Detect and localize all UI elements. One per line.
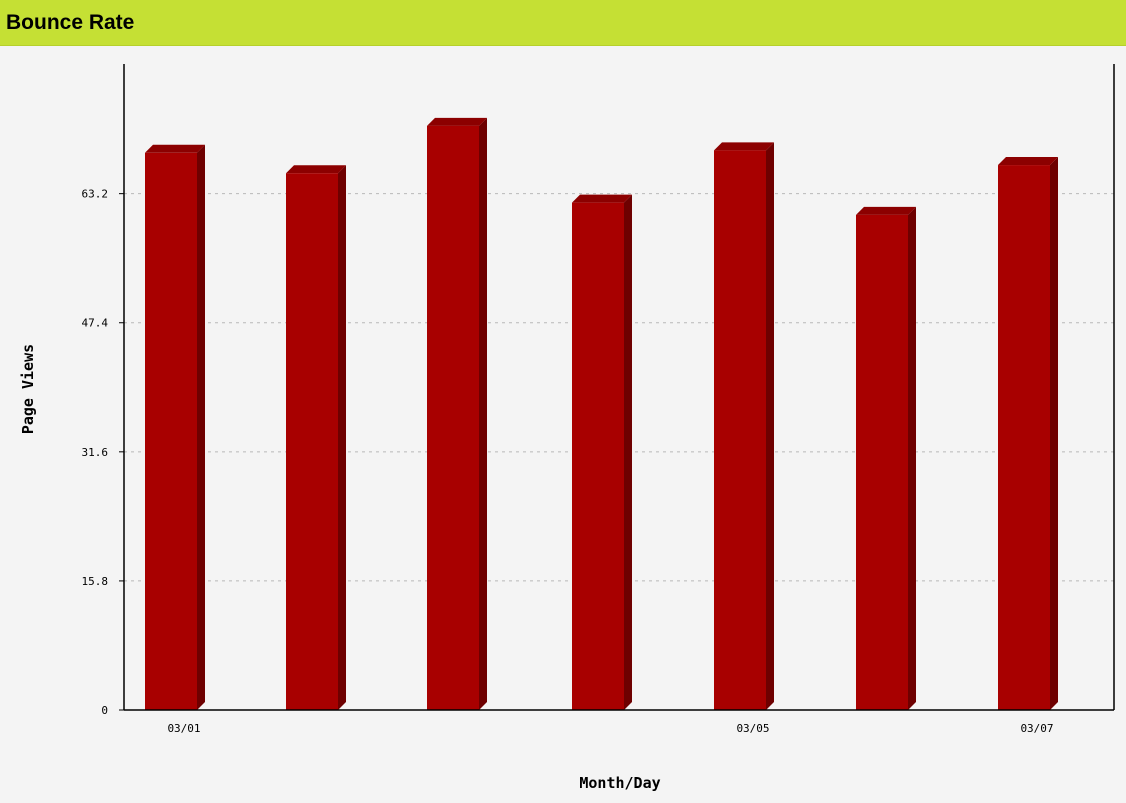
- bar-side: [908, 206, 916, 710]
- x-tick-label: 03/05: [736, 722, 769, 735]
- x-tick-labels: 03/01 03/05 03/07: [167, 722, 1053, 735]
- chart-header: Bounce Rate: [0, 0, 1126, 46]
- bars: [145, 117, 1058, 711]
- bar: [714, 142, 774, 711]
- bar: [286, 165, 346, 710]
- bar: [998, 157, 1058, 710]
- bar-side: [197, 144, 205, 710]
- y-tick-label: 47.4: [82, 317, 109, 330]
- bar-side: [1050, 157, 1058, 710]
- bar-side: [766, 142, 774, 711]
- bar-front: [572, 202, 624, 710]
- x-tick-label: 03/07: [1020, 722, 1053, 735]
- y-tick-label: 31.6: [82, 446, 109, 459]
- x-axis-label: Month/Day: [579, 774, 660, 792]
- y-axis-label: Page Views: [19, 344, 37, 434]
- bar-top: [427, 117, 487, 126]
- bar-side: [624, 194, 632, 710]
- bar-front: [427, 125, 479, 711]
- bar-top: [856, 206, 916, 215]
- bar-side: [479, 117, 487, 711]
- bar-top: [286, 165, 346, 174]
- x-tick-label: 03/01: [167, 722, 200, 735]
- bar-chart: 0 15.8 31.6 47.4 63.2 03/01 03/05 03/07 Month/…: [19, 64, 1115, 792]
- bar: [856, 206, 916, 710]
- bar-top: [572, 194, 632, 203]
- bar-front: [286, 173, 338, 710]
- bar-top: [998, 157, 1058, 166]
- y-tick-label: 63.2: [82, 188, 109, 201]
- bar-front: [714, 150, 766, 711]
- y-tick-label: 15.8: [82, 575, 109, 588]
- bar-top: [714, 142, 774, 151]
- bar-front: [145, 152, 197, 710]
- bar: [145, 144, 205, 710]
- bar-front: [856, 214, 908, 710]
- y-tick-labels: 0 15.8 31.6 47.4 63.2: [82, 188, 124, 717]
- chart-title: Bounce Rate: [6, 11, 135, 34]
- y-tick-label: 0: [101, 704, 108, 717]
- bar-front: [998, 165, 1050, 710]
- bar-side: [338, 165, 346, 710]
- bar-top: [145, 144, 205, 153]
- bar: [427, 117, 487, 711]
- bar: [572, 194, 632, 710]
- axes: [123, 64, 1115, 711]
- chart-area: 0 15.8 31.6 47.4 63.2 03/01 03/05 03/07 Month/…: [0, 46, 1126, 798]
